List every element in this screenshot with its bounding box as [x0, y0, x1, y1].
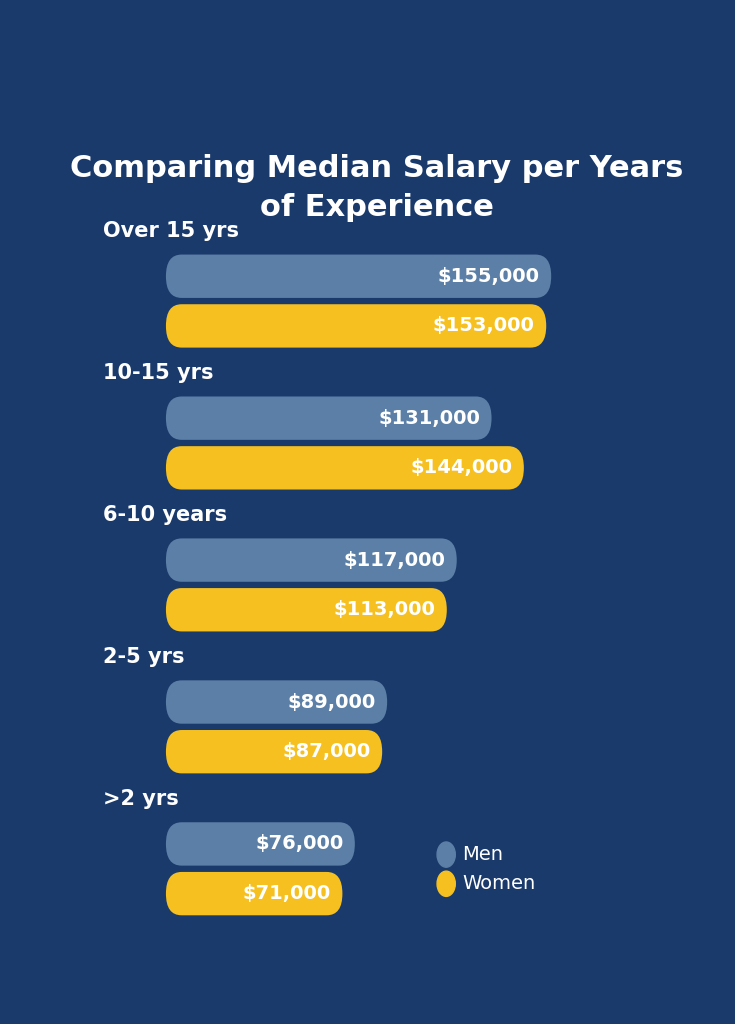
Text: $153,000: $153,000 [433, 316, 535, 336]
FancyBboxPatch shape [166, 588, 447, 632]
FancyBboxPatch shape [166, 446, 524, 489]
Text: $71,000: $71,000 [243, 884, 331, 903]
Text: Over 15 yrs: Over 15 yrs [103, 221, 240, 242]
Circle shape [437, 871, 455, 896]
Text: $76,000: $76,000 [255, 835, 343, 853]
Text: $89,000: $89,000 [287, 692, 376, 712]
FancyBboxPatch shape [166, 304, 546, 347]
Text: $87,000: $87,000 [282, 742, 370, 761]
Text: $155,000: $155,000 [438, 266, 539, 286]
Circle shape [437, 842, 455, 867]
Text: $113,000: $113,000 [334, 600, 435, 620]
FancyBboxPatch shape [166, 730, 382, 773]
FancyBboxPatch shape [166, 822, 355, 865]
Text: 2-5 yrs: 2-5 yrs [103, 647, 184, 667]
Text: 10-15 yrs: 10-15 yrs [103, 364, 214, 383]
FancyBboxPatch shape [166, 396, 492, 440]
FancyBboxPatch shape [166, 255, 551, 298]
Text: 6-10 years: 6-10 years [103, 505, 227, 525]
FancyBboxPatch shape [166, 680, 387, 724]
Text: $131,000: $131,000 [379, 409, 480, 428]
Text: $144,000: $144,000 [410, 459, 512, 477]
Text: Men: Men [462, 845, 503, 864]
FancyBboxPatch shape [166, 539, 456, 582]
Text: Women: Women [462, 874, 535, 893]
Text: Comparing Median Salary per Years
of Experience: Comparing Median Salary per Years of Exp… [70, 155, 684, 221]
Text: >2 yrs: >2 yrs [103, 788, 179, 809]
Text: $117,000: $117,000 [343, 551, 445, 569]
FancyBboxPatch shape [166, 872, 343, 915]
